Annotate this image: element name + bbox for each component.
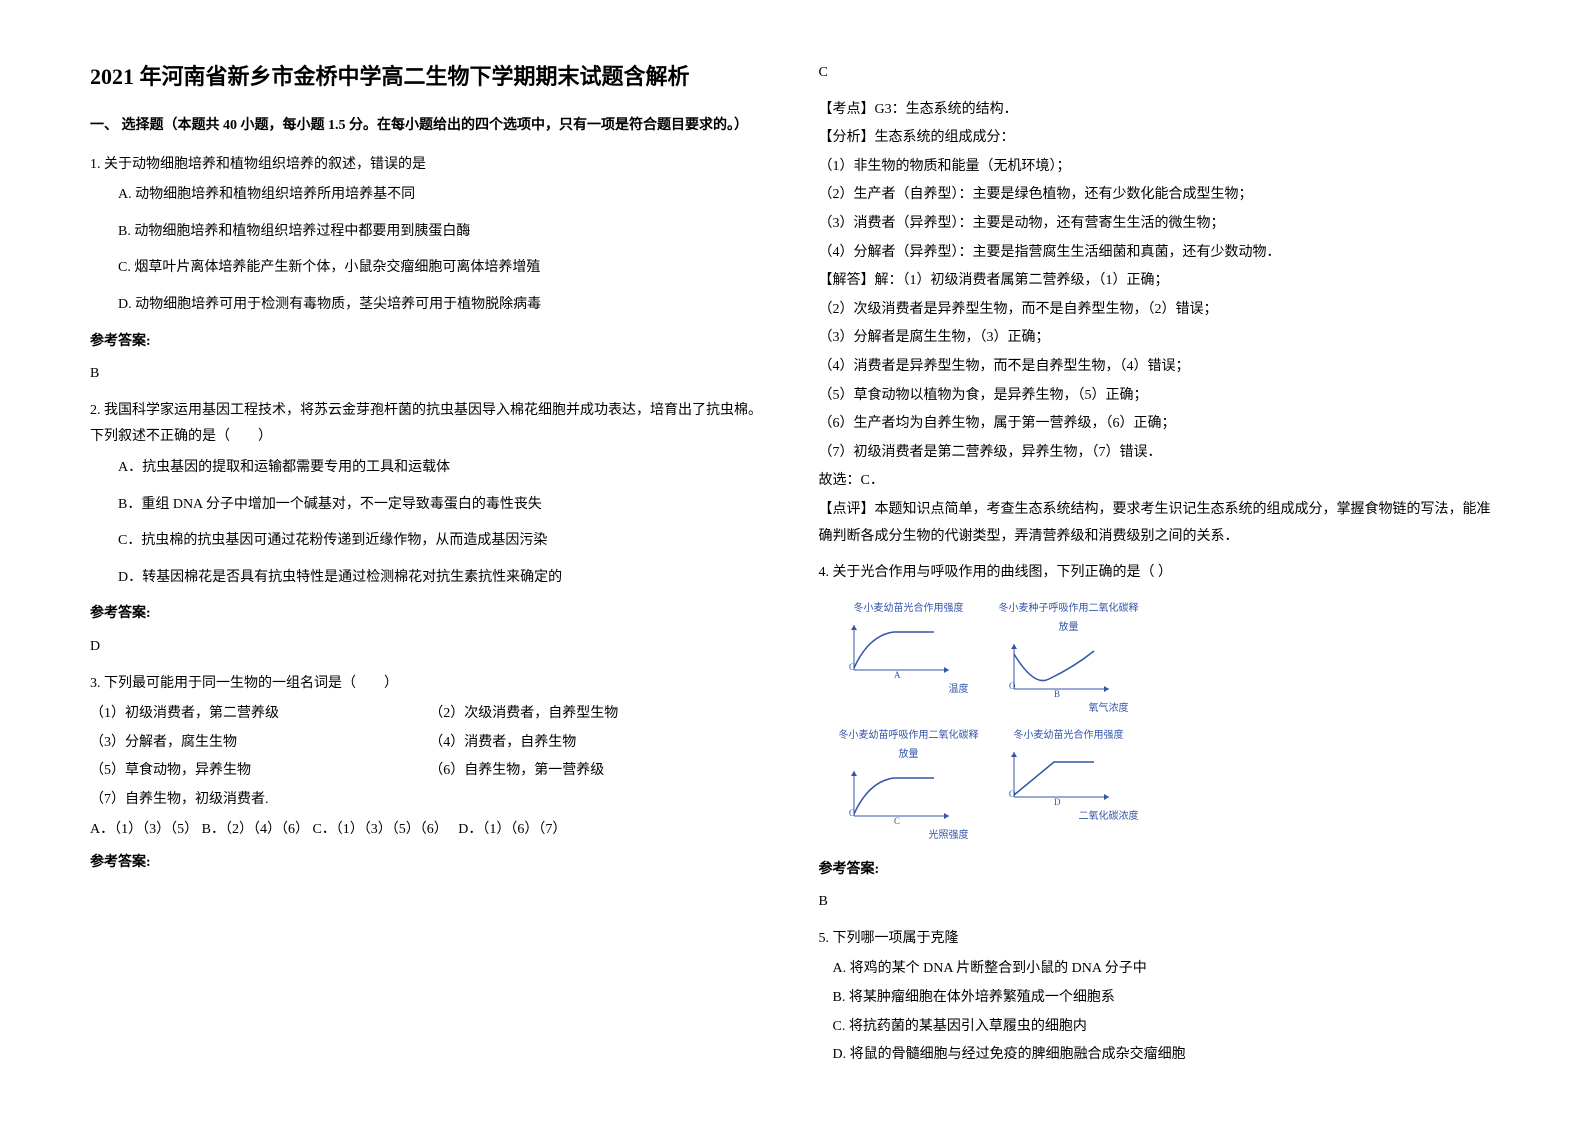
chart-c-svg: O C — [839, 766, 959, 826]
q3-solution-7: （7）初级消费者是第二营养级，异养生物，（7）错误． — [819, 440, 1498, 467]
q3-exam-point-label: 【考点】 — [819, 102, 875, 117]
q3-analysis-intro: 生态系统的组成成分： — [875, 130, 1015, 145]
q3-solution-6: （6）生产者均为自养生物，属于第一营养级，（6）正确； — [819, 411, 1498, 438]
q1-opt-b: B. 动物细胞培养和植物组织培养过程中都要用到胰蛋白酶 — [90, 219, 769, 246]
chart-a-title: 冬小麦幼苗光合作用强度 — [839, 599, 979, 618]
q4-charts: 冬小麦幼苗光合作用强度 O A 温度 冬小麦种子呼 — [839, 599, 1498, 845]
svg-text:O: O — [849, 662, 856, 672]
q3-text: 3. 下列最可能用于同一生物的一组名词是（ ） — [90, 671, 769, 698]
q3-solution-2: （2）次级消费者是异养型生物，而不是自养型生物，（2）错误； — [819, 297, 1498, 324]
chart-b: 冬小麦种子呼吸作用二氧化碳释放量 O B 氧气浓度 — [999, 599, 1139, 718]
chart-c-title: 冬小麦幼苗呼吸作用二氧化碳释放量 — [839, 726, 979, 764]
q3-item-6: （6）自养生物，第一营养级 — [429, 758, 768, 785]
q3-conclusion: 故选：C． — [819, 468, 1498, 495]
q3-analysis-label: 【分析】 — [819, 130, 875, 145]
q3-item-3: （3）分解者，腐生生物 — [90, 730, 429, 757]
q3-item-5: （5）草食动物，异养生物 — [90, 758, 429, 785]
chart-row-1: 冬小麦幼苗光合作用强度 O A 温度 冬小麦种子呼 — [839, 599, 1498, 718]
q3-analysis-1: （1）非生物的物质和能量（无机环境）； — [819, 154, 1498, 181]
q3-choices: A．（1）（3）（5） B．（2）（4）（6） C．（1）（3）（5）（6） D… — [90, 817, 769, 844]
q3-analysis-4: （4）分解者（异养型）：主要是指营腐生生活细菌和真菌，还有少数动物． — [819, 240, 1498, 267]
q3-answer: C — [819, 60, 1498, 87]
q3-exam-point-text: G3：生态系统的结构． — [875, 102, 1018, 117]
svg-text:O: O — [1009, 789, 1016, 799]
q2-answer: D — [90, 634, 769, 661]
q3-analysis-2: （2）生产者（自养型）：主要是绿色植物，还有少数化能合成型生物； — [819, 182, 1498, 209]
q2-opt-a: A．抗虫基因的提取和运输都需要专用的工具和运载体 — [90, 455, 769, 482]
q3-solution-5: （5）草食动物以植物为食，是异养生物，（5）正确； — [819, 383, 1498, 410]
q3-item-2: （2）次级消费者，自养型生物 — [429, 701, 768, 728]
question-5: 5. 下列哪一项属于克隆 A. 将鸡的某个 DNA 片断整合到小鼠的 DNA 分… — [819, 926, 1498, 1069]
question-4: 4. 关于光合作用与呼吸作用的曲线图，下列正确的是（ ） 冬小麦幼苗光合作用强度… — [819, 560, 1498, 916]
svg-text:B: B — [1054, 689, 1060, 699]
q1-answer: B — [90, 361, 769, 388]
q3-review-label: 【点评】 — [819, 502, 875, 517]
section-header: 一、 选择题（本题共 40 小题，每小题 1.5 分。在每小题给出的四个选项中，… — [90, 113, 769, 140]
q4-answer-label: 参考答案: — [819, 857, 1498, 884]
chart-a: 冬小麦幼苗光合作用强度 O A 温度 — [839, 599, 979, 718]
chart-d-title: 冬小麦幼苗光合作用强度 — [999, 726, 1139, 745]
page-title: 2021 年河南省新乡市金桥中学高二生物下学期期末试题含解析 — [90, 60, 769, 93]
q1-opt-c: C. 烟草叶片离体培养能产生新个体，小鼠杂交瘤细胞可离体培养增殖 — [90, 255, 769, 282]
q3-solution-3: （3）分解者是腐生生物，（3）正确； — [819, 325, 1498, 352]
q3-item-4: （4）消费者，自养生物 — [429, 730, 768, 757]
q3-item-7: （7）自养生物，初级消费者. — [90, 787, 769, 814]
q2-opt-d: D．转基因棉花是否具有抗虫特性是通过检测棉花对抗生素抗性来确定的 — [90, 565, 769, 592]
chart-b-xlabel: 氧气浓度 — [999, 699, 1139, 718]
chart-d-svg: O D — [999, 747, 1119, 807]
q3-review: 【点评】本题知识点简单，考查生态系统结构，要求考生识记生态系统的组成成分，掌握食… — [819, 497, 1498, 550]
chart-row-2: 冬小麦幼苗呼吸作用二氧化碳释放量 O C 光照强度 — [839, 726, 1498, 845]
chart-a-svg: O A — [839, 620, 959, 680]
svg-text:A: A — [894, 670, 901, 680]
q3-review-text: 本题知识点简单，考查生态系统结构，要求考生识记生态系统的组成成分，掌握食物链的写… — [819, 502, 1491, 544]
q1-text: 1. 关于动物细胞培养和植物组织培养的叙述，错误的是 — [90, 152, 769, 179]
q3-exam-point: 【考点】G3：生态系统的结构． — [819, 97, 1498, 124]
q2-opt-b: B．重组 DNA 分子中增加一个碱基对，不一定导致毒蛋白的毒性丧失 — [90, 492, 769, 519]
question-2: 2. 我国科学家运用基因工程技术，将苏云金芽孢杆菌的抗虫基因导入棉花细胞并成功表… — [90, 398, 769, 661]
chart-b-title: 冬小麦种子呼吸作用二氧化碳释放量 — [999, 599, 1139, 637]
exam-page: 2021 年河南省新乡市金桥中学高二生物下学期期末试题含解析 一、 选择题（本题… — [90, 60, 1497, 1077]
q5-opt-d: D. 将鼠的骨髓细胞与经过免疫的脾细胞融合成杂交瘤细胞 — [819, 1042, 1498, 1069]
chart-d: 冬小麦幼苗光合作用强度 O D 二氧化碳浓度 — [999, 726, 1139, 845]
chart-a-xlabel: 温度 — [839, 680, 979, 699]
left-column: 2021 年河南省新乡市金桥中学高二生物下学期期末试题含解析 一、 选择题（本题… — [90, 60, 769, 1077]
q5-opt-a: A. 将鸡的某个 DNA 片断整合到小鼠的 DNA 分子中 — [819, 956, 1498, 983]
svg-text:C: C — [894, 816, 900, 826]
q1-opt-a: A. 动物细胞培养和植物组织培养所用培养基不同 — [90, 182, 769, 209]
q4-text: 4. 关于光合作用与呼吸作用的曲线图，下列正确的是（ ） — [819, 560, 1498, 587]
q1-answer-label: 参考答案: — [90, 329, 769, 356]
q3-item-1: （1）初级消费者，第二营养级 — [90, 701, 429, 728]
right-column: C 【考点】G3：生态系统的结构． 【分析】生态系统的组成成分： （1）非生物的… — [819, 60, 1498, 1077]
q1-opt-d: D. 动物细胞培养可用于检测有毒物质，茎尖培养可用于植物脱除病毒 — [90, 292, 769, 319]
q2-text: 2. 我国科学家运用基因工程技术，将苏云金芽孢杆菌的抗虫基因导入棉花细胞并成功表… — [90, 398, 769, 451]
chart-c-xlabel: 光照强度 — [839, 826, 979, 845]
q5-opt-b: B. 将某肿瘤细胞在体外培养繁殖成一个细胞系 — [819, 985, 1498, 1012]
q5-text: 5. 下列哪一项属于克隆 — [819, 926, 1498, 953]
chart-c: 冬小麦幼苗呼吸作用二氧化碳释放量 O C 光照强度 — [839, 726, 979, 845]
q3-solution-4: （4）消费者是异养型生物，而不是自养型生物，（4）错误； — [819, 354, 1498, 381]
question-1: 1. 关于动物细胞培养和植物组织培养的叙述，错误的是 A. 动物细胞培养和植物组… — [90, 152, 769, 388]
q3-solution-label: 【解答】 — [819, 273, 875, 288]
q4-answer: B — [819, 889, 1498, 916]
q3-answer-label: 参考答案: — [90, 850, 769, 877]
chart-d-xlabel: 二氧化碳浓度 — [999, 807, 1139, 826]
q3-solution: 【解答】解：（1）初级消费者属第二营养级，（1）正确； — [819, 268, 1498, 295]
svg-text:O: O — [1009, 681, 1016, 691]
q3-analysis: 【分析】生态系统的组成成分： — [819, 125, 1498, 152]
question-3: 3. 下列最可能用于同一生物的一组名词是（ ） （1）初级消费者，第二营养级 （… — [90, 671, 769, 877]
chart-b-svg: O B — [999, 639, 1119, 699]
q2-opt-c: C．抗虫棉的抗虫基因可通过花粉传递到近缘作物，从而造成基因污染 — [90, 528, 769, 555]
svg-text:O: O — [849, 808, 856, 818]
q2-answer-label: 参考答案: — [90, 601, 769, 628]
svg-text:D: D — [1054, 797, 1061, 807]
q5-opt-c: C. 将抗药菌的某基因引入草履虫的细胞内 — [819, 1014, 1498, 1041]
q3-solution-intro: 解：（1）初级消费者属第二营养级，（1）正确； — [875, 273, 1169, 288]
q3-analysis-3: （3）消费者（异养型）：主要是动物，还有营寄生生活的微生物； — [819, 211, 1498, 238]
